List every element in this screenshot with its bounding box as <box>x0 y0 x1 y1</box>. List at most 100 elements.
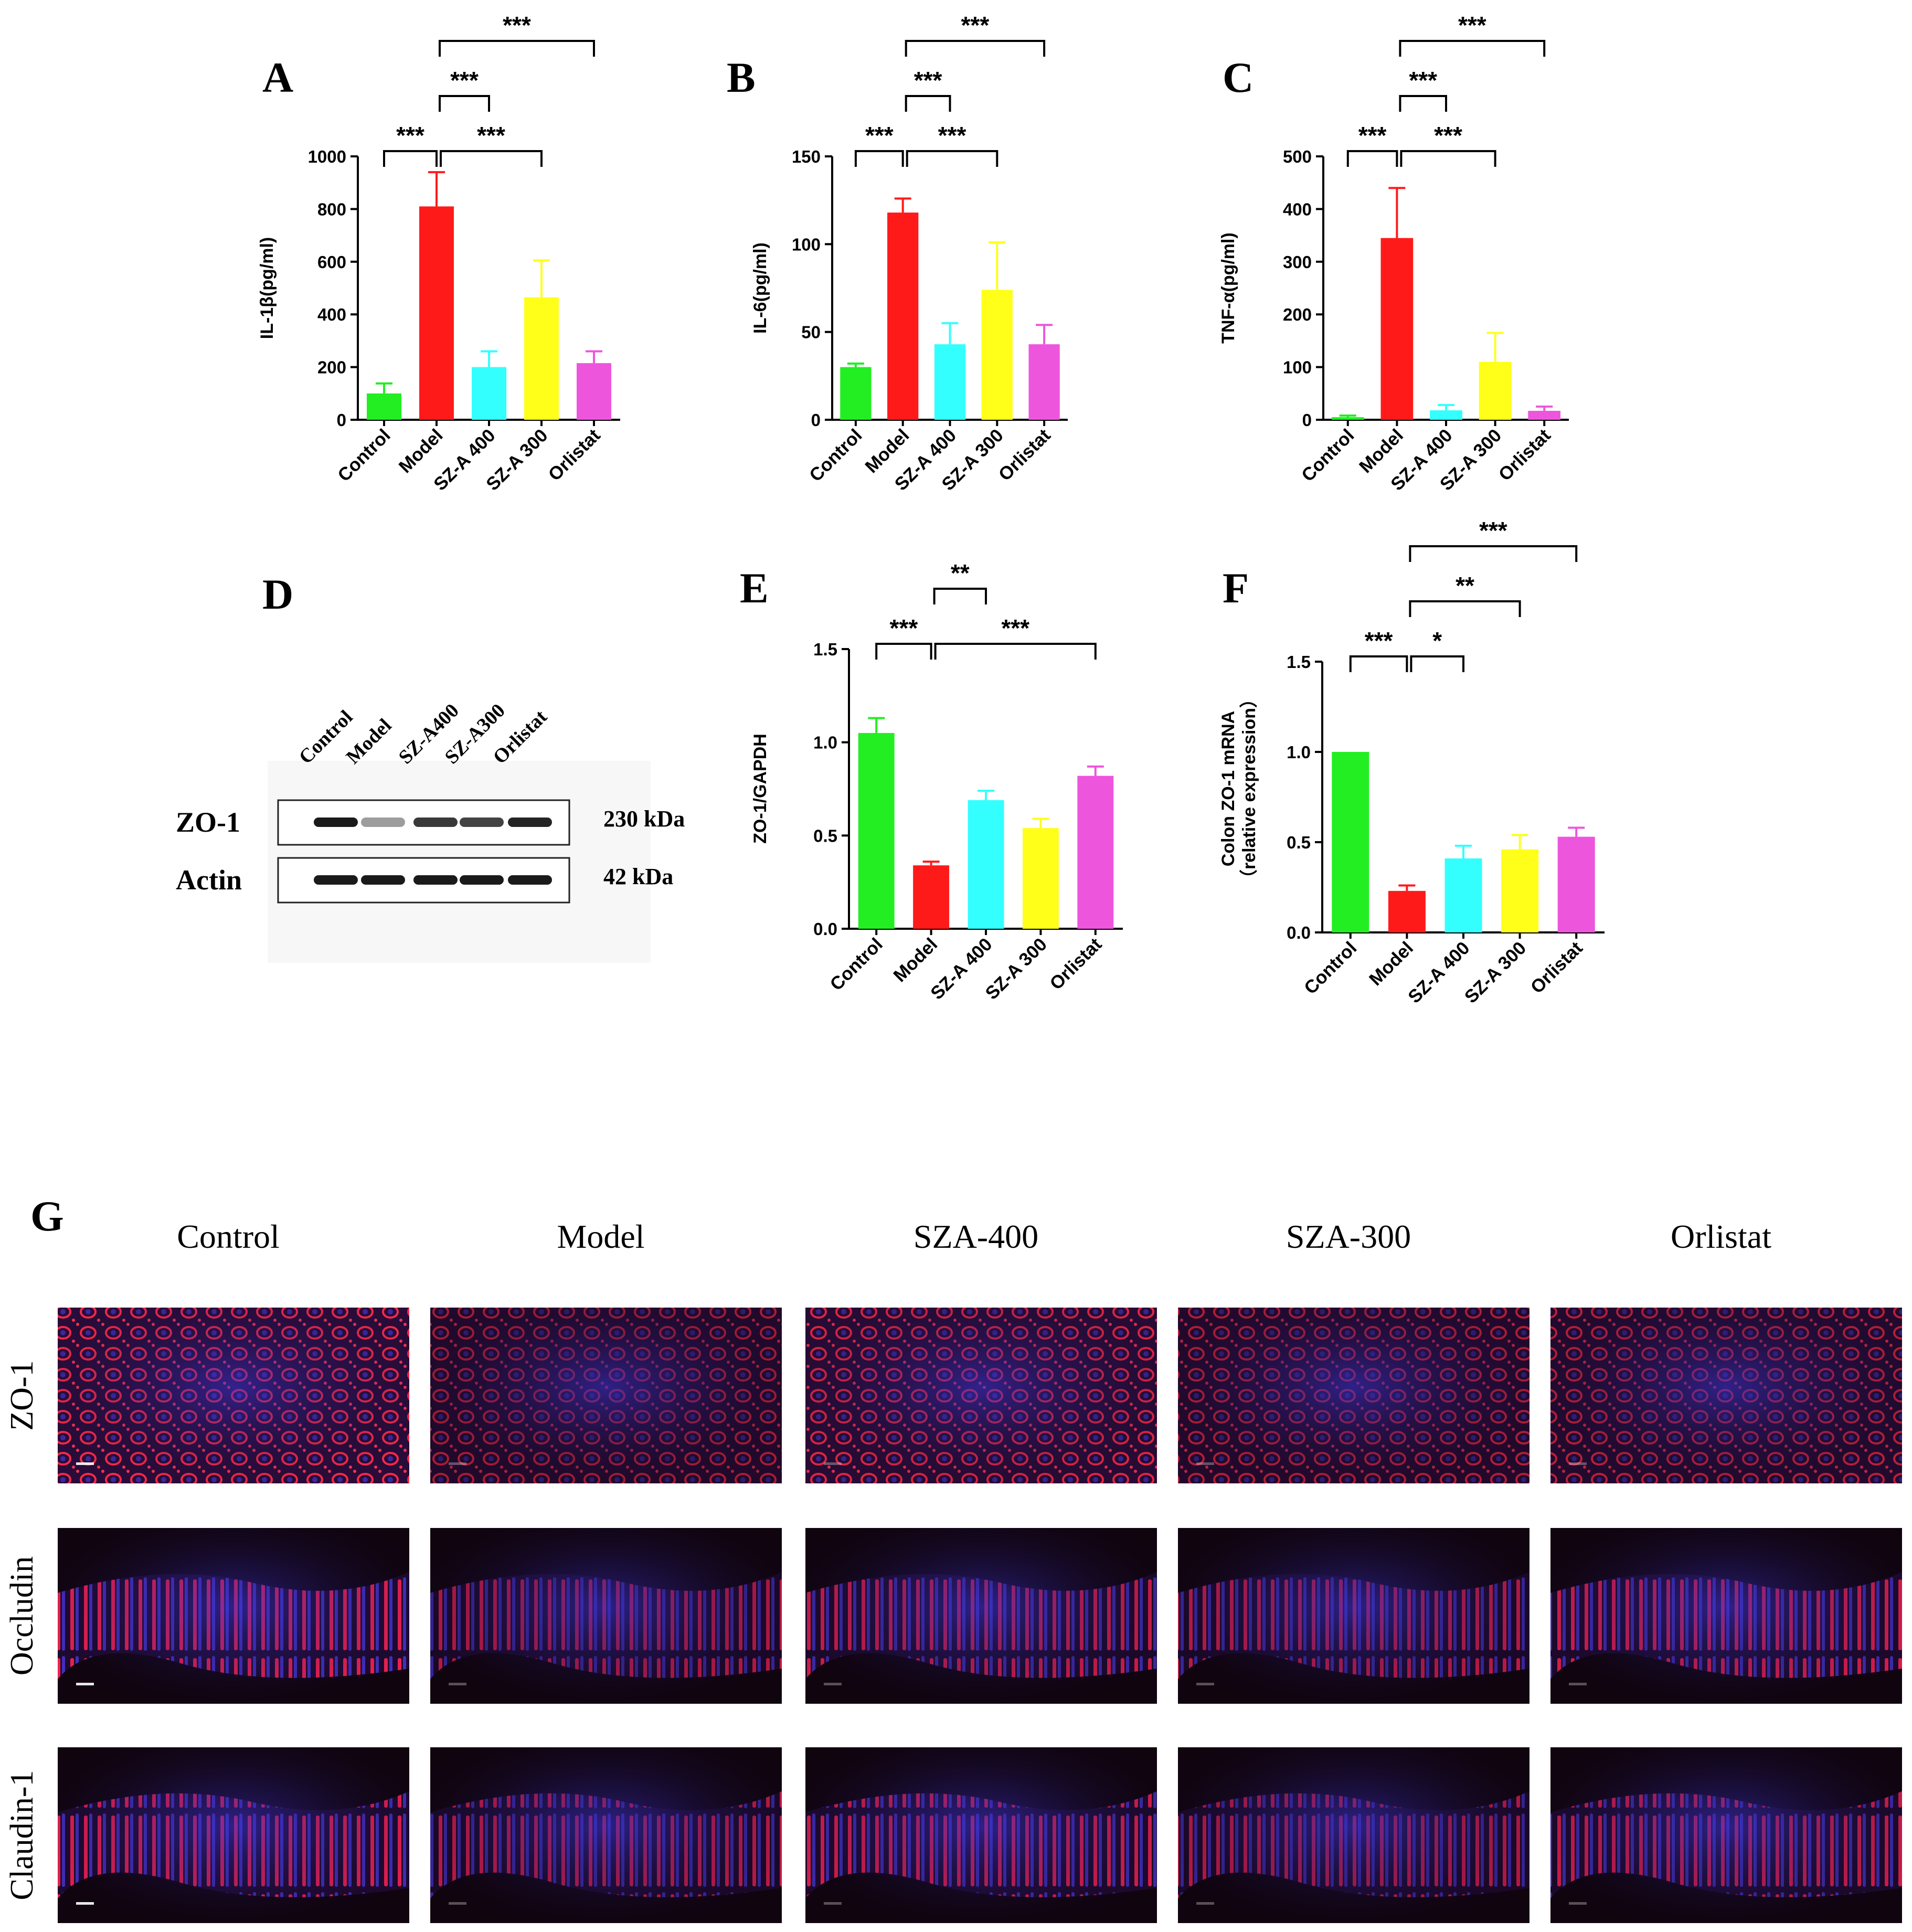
column-label: Orlistat <box>1671 1218 1771 1255</box>
chart-f: 0.0 0.5 1.0 1.5 Colon ZO-1 mRNA （relative exp… <box>1218 517 1605 1007</box>
y-axis-title-line2: （relative expression） <box>1239 690 1259 887</box>
y-tick-label: 500 <box>1283 147 1312 166</box>
micrograph-tile <box>805 1747 1157 1923</box>
significance-label: *** <box>477 122 505 149</box>
size-label: 230 kDa <box>603 806 685 832</box>
y-axis-title: ZO-1/GAPDH <box>750 734 770 844</box>
scale-bar <box>449 1462 466 1465</box>
x-tick-label: Orlistat <box>995 425 1055 485</box>
chart-c: 0100200300400500TNF-α(pg/ml)ControlModel… <box>1218 12 1569 495</box>
significance-bracket <box>906 150 999 167</box>
significance-bracket <box>439 95 490 112</box>
significance-label: *** <box>1365 627 1393 654</box>
y-tick-label: 0.0 <box>1287 923 1311 942</box>
significance-label: *** <box>1409 67 1437 94</box>
scale-bar <box>1569 1902 1587 1905</box>
panel-letter-c: C <box>1223 54 1254 101</box>
blot-band <box>361 875 405 885</box>
scale-bar <box>1196 1902 1214 1905</box>
nuclei-glow <box>1550 1747 1902 1923</box>
significance-bracket <box>1346 150 1398 167</box>
significance-bracket <box>854 150 904 167</box>
y-tick-label: 400 <box>1283 199 1312 219</box>
blot-band <box>460 818 504 827</box>
bar-control <box>1331 417 1364 420</box>
column-label: SZA-300 <box>1286 1218 1411 1255</box>
nuclei-glow <box>58 1308 409 1483</box>
protein-label: ZO-1 <box>176 806 240 838</box>
bar-sza400 <box>968 800 1004 929</box>
significance-bracket <box>1410 655 1464 672</box>
scale-bar <box>1569 1683 1587 1685</box>
significance-bracket <box>1399 40 1546 57</box>
micrograph-tile <box>1178 1308 1529 1483</box>
bar-model <box>419 206 454 420</box>
nuclei-glow <box>58 1747 409 1923</box>
significance-label: *** <box>1479 517 1507 544</box>
bar-sza300 <box>524 297 559 420</box>
nuclei-glow <box>1178 1528 1529 1704</box>
scale-bar <box>76 1902 94 1905</box>
scale-bar <box>824 1902 842 1905</box>
micrograph-tile <box>58 1528 409 1704</box>
significance-bracket <box>1400 150 1496 167</box>
chart-a: 0 200 400 600 800 1000 IL-1β(pg/ml) Control Mode… <box>257 12 620 495</box>
x-tick-label: Control <box>334 425 395 486</box>
y-tick-label: 0.5 <box>1287 833 1311 852</box>
bar-sza300 <box>1501 849 1539 932</box>
significance-bracket <box>440 150 543 167</box>
significance-bracket <box>1409 600 1521 617</box>
nuclei-glow <box>805 1528 1157 1704</box>
y-tick-label: 300 <box>1283 252 1312 272</box>
y-tick-label: 200 <box>317 358 346 377</box>
blot-band <box>508 875 552 885</box>
bar-sza400 <box>472 367 506 420</box>
nuclei-glow <box>430 1308 782 1483</box>
x-tick-label: Control <box>826 934 887 995</box>
x-tick-label: Control <box>1300 938 1361 999</box>
x-tick-label: SZ-A 400 <box>1404 938 1474 1007</box>
panel-letters: A B C E F D G <box>30 54 1254 1240</box>
nuclei-glow <box>58 1528 409 1704</box>
nuclei-glow <box>430 1528 782 1704</box>
significance-bracket <box>875 643 932 660</box>
x-tick-label: SZ-A 300 <box>1461 938 1531 1007</box>
micrograph-tile <box>805 1528 1157 1704</box>
bar-model <box>1388 890 1426 932</box>
bar-orlistat <box>1557 836 1595 932</box>
x-tick-label: Model <box>889 934 941 986</box>
y-tick-label: 800 <box>317 199 346 219</box>
blot-band <box>413 818 458 827</box>
x-tick-label: Model <box>395 425 447 477</box>
significance-label: *** <box>961 12 990 39</box>
size-label: 42 kDa <box>603 864 673 889</box>
scale-bar <box>449 1902 466 1905</box>
panel-letter-d: D <box>262 570 293 618</box>
x-tick-label: Orlistat <box>1495 425 1555 485</box>
x-tick-label: Control <box>805 425 866 486</box>
nuclei-glow <box>1550 1308 1902 1483</box>
bar-sza300 <box>981 290 1013 420</box>
x-tick-label: Control <box>1298 425 1358 486</box>
y-tick-label: 50 <box>801 323 821 342</box>
scale-bar <box>1569 1462 1587 1465</box>
scale-bar <box>76 1462 94 1465</box>
significance-label: *** <box>503 12 531 39</box>
bar-control <box>840 367 872 420</box>
nuclei-glow <box>1178 1308 1529 1483</box>
significance-bracket <box>933 588 987 604</box>
y-tick-label: 1.5 <box>1287 652 1311 672</box>
bar-control <box>367 393 401 420</box>
bar-model <box>913 865 950 929</box>
significance-label: * <box>1432 627 1442 654</box>
panel-letter-f: F <box>1223 564 1249 612</box>
y-tick-label: 200 <box>1283 305 1312 324</box>
bar-sza400 <box>934 344 966 420</box>
blot-band <box>413 875 458 885</box>
y-axis-title: Colon ZO-1 mRNA <box>1218 711 1238 867</box>
scale-bar <box>76 1683 94 1685</box>
y-tick-label: 0 <box>1302 410 1312 430</box>
